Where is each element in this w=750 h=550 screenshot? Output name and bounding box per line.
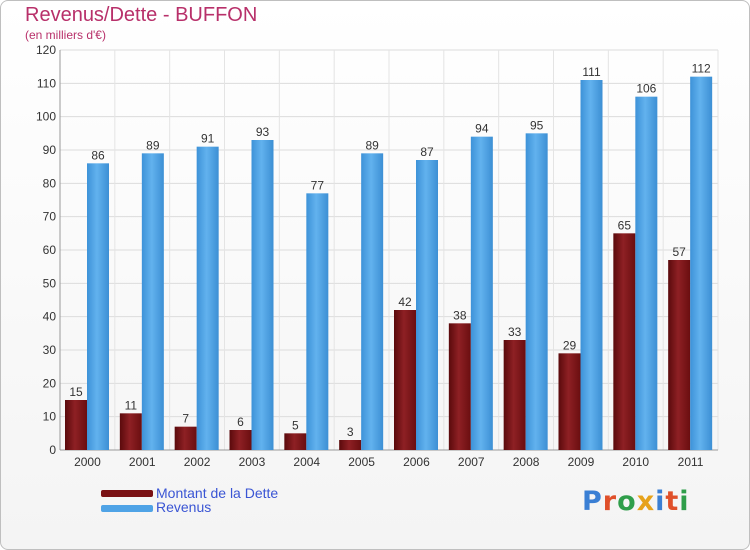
legend-swatch-debt (101, 490, 153, 497)
logo-letter: x (636, 486, 656, 517)
y-tick-label: 80 (43, 176, 57, 190)
bar-debt (339, 440, 362, 450)
bar-debt (119, 413, 142, 450)
bar-revenue (635, 96, 658, 451)
logo-letter: P (582, 486, 603, 517)
y-tick-label: 10 (43, 410, 57, 424)
x-tick-label: 2008 (513, 455, 540, 469)
x-tick-label: 2003 (239, 455, 266, 469)
logo-letter: t (665, 486, 680, 517)
bar-revenue (525, 133, 548, 451)
logo-letter: r (602, 486, 618, 517)
y-tick-label: 30 (43, 343, 57, 357)
bar-revenue (251, 140, 274, 450)
data-label-debt: 65 (618, 218, 632, 232)
data-label-debt: 29 (563, 338, 577, 352)
data-label-debt: 57 (672, 245, 686, 259)
bar-revenue (416, 160, 438, 450)
y-tick-label: 40 (43, 310, 57, 324)
bar-revenue (306, 193, 329, 451)
data-label-revenue: 111 (582, 65, 601, 79)
logo-letter: i (655, 486, 666, 517)
data-label-revenue: 93 (256, 125, 270, 139)
data-label-debt: 6 (237, 415, 244, 429)
y-tick-label: 0 (49, 443, 56, 457)
data-label-debt: 33 (508, 325, 522, 339)
y-tick-label: 50 (43, 276, 57, 290)
y-tick-label: 90 (43, 143, 57, 157)
data-label-debt: 15 (69, 385, 83, 399)
x-tick-label: 2010 (622, 455, 649, 469)
chart-subtitle: (en milliers d'€) (25, 28, 106, 42)
bar-debt (448, 323, 471, 450)
bar-debt (229, 430, 252, 450)
y-tick-label: 120 (36, 43, 56, 57)
bar-debt (503, 340, 526, 450)
bar-revenue (361, 153, 384, 451)
data-label-revenue: 112 (692, 62, 711, 76)
y-tick-label: 100 (36, 110, 56, 124)
x-tick-label: 2002 (184, 455, 211, 469)
bar-debt (558, 353, 581, 450)
bar-debt (394, 310, 416, 450)
data-label-debt: 7 (182, 412, 189, 426)
logo-letter: i (679, 486, 690, 517)
data-label-revenue: 89 (146, 138, 160, 152)
data-label-debt: 38 (453, 308, 467, 322)
y-tick-label: 110 (37, 76, 56, 90)
x-tick-label: 2001 (129, 455, 156, 469)
x-tick-label: 2005 (348, 455, 375, 469)
bar-debt (668, 260, 691, 450)
x-tick-label: 2000 (74, 455, 101, 469)
data-label-revenue: 91 (201, 132, 215, 146)
chart-title: Revenus/Dette - BUFFON (25, 4, 258, 26)
bar-debt (284, 433, 307, 450)
bar-revenue (87, 163, 109, 451)
data-label-debt: 42 (398, 295, 412, 309)
x-tick-label: 2004 (293, 455, 320, 469)
data-label-revenue: 86 (91, 148, 105, 162)
data-label-revenue: 106 (636, 82, 656, 96)
data-label-debt: 3 (347, 425, 354, 439)
x-tick-label: 2011 (678, 455, 704, 469)
bar-debt (613, 233, 636, 450)
proxiti-logo: Proxiti (582, 486, 690, 517)
data-label-revenue: 95 (530, 118, 544, 132)
bar-revenue (470, 136, 493, 450)
x-tick-label: 2007 (458, 455, 485, 469)
data-label-revenue: 87 (420, 145, 434, 159)
legend-label-revenue: Revenus (156, 499, 212, 515)
bar-revenue (690, 76, 713, 451)
y-tick-label: 70 (43, 210, 57, 224)
data-label-revenue: 94 (475, 122, 489, 136)
legend-label-debt: Montant de la Dette (156, 485, 279, 501)
bar-revenue (580, 80, 603, 450)
legend-swatch-revenue (101, 505, 153, 512)
bar-debt (65, 400, 87, 450)
data-label-debt: 11 (125, 398, 138, 412)
x-tick-label: 2009 (568, 455, 595, 469)
bar-revenue (196, 146, 219, 450)
bar-revenue (141, 153, 164, 451)
data-label-revenue: 89 (365, 138, 379, 152)
data-label-debt: 5 (292, 418, 299, 432)
bar-debt (174, 426, 197, 450)
y-tick-label: 20 (43, 376, 57, 390)
x-tick-label: 2006 (403, 455, 430, 469)
data-label-revenue: 77 (311, 178, 325, 192)
logo-letter: o (617, 486, 637, 517)
y-tick-label: 60 (43, 243, 57, 257)
